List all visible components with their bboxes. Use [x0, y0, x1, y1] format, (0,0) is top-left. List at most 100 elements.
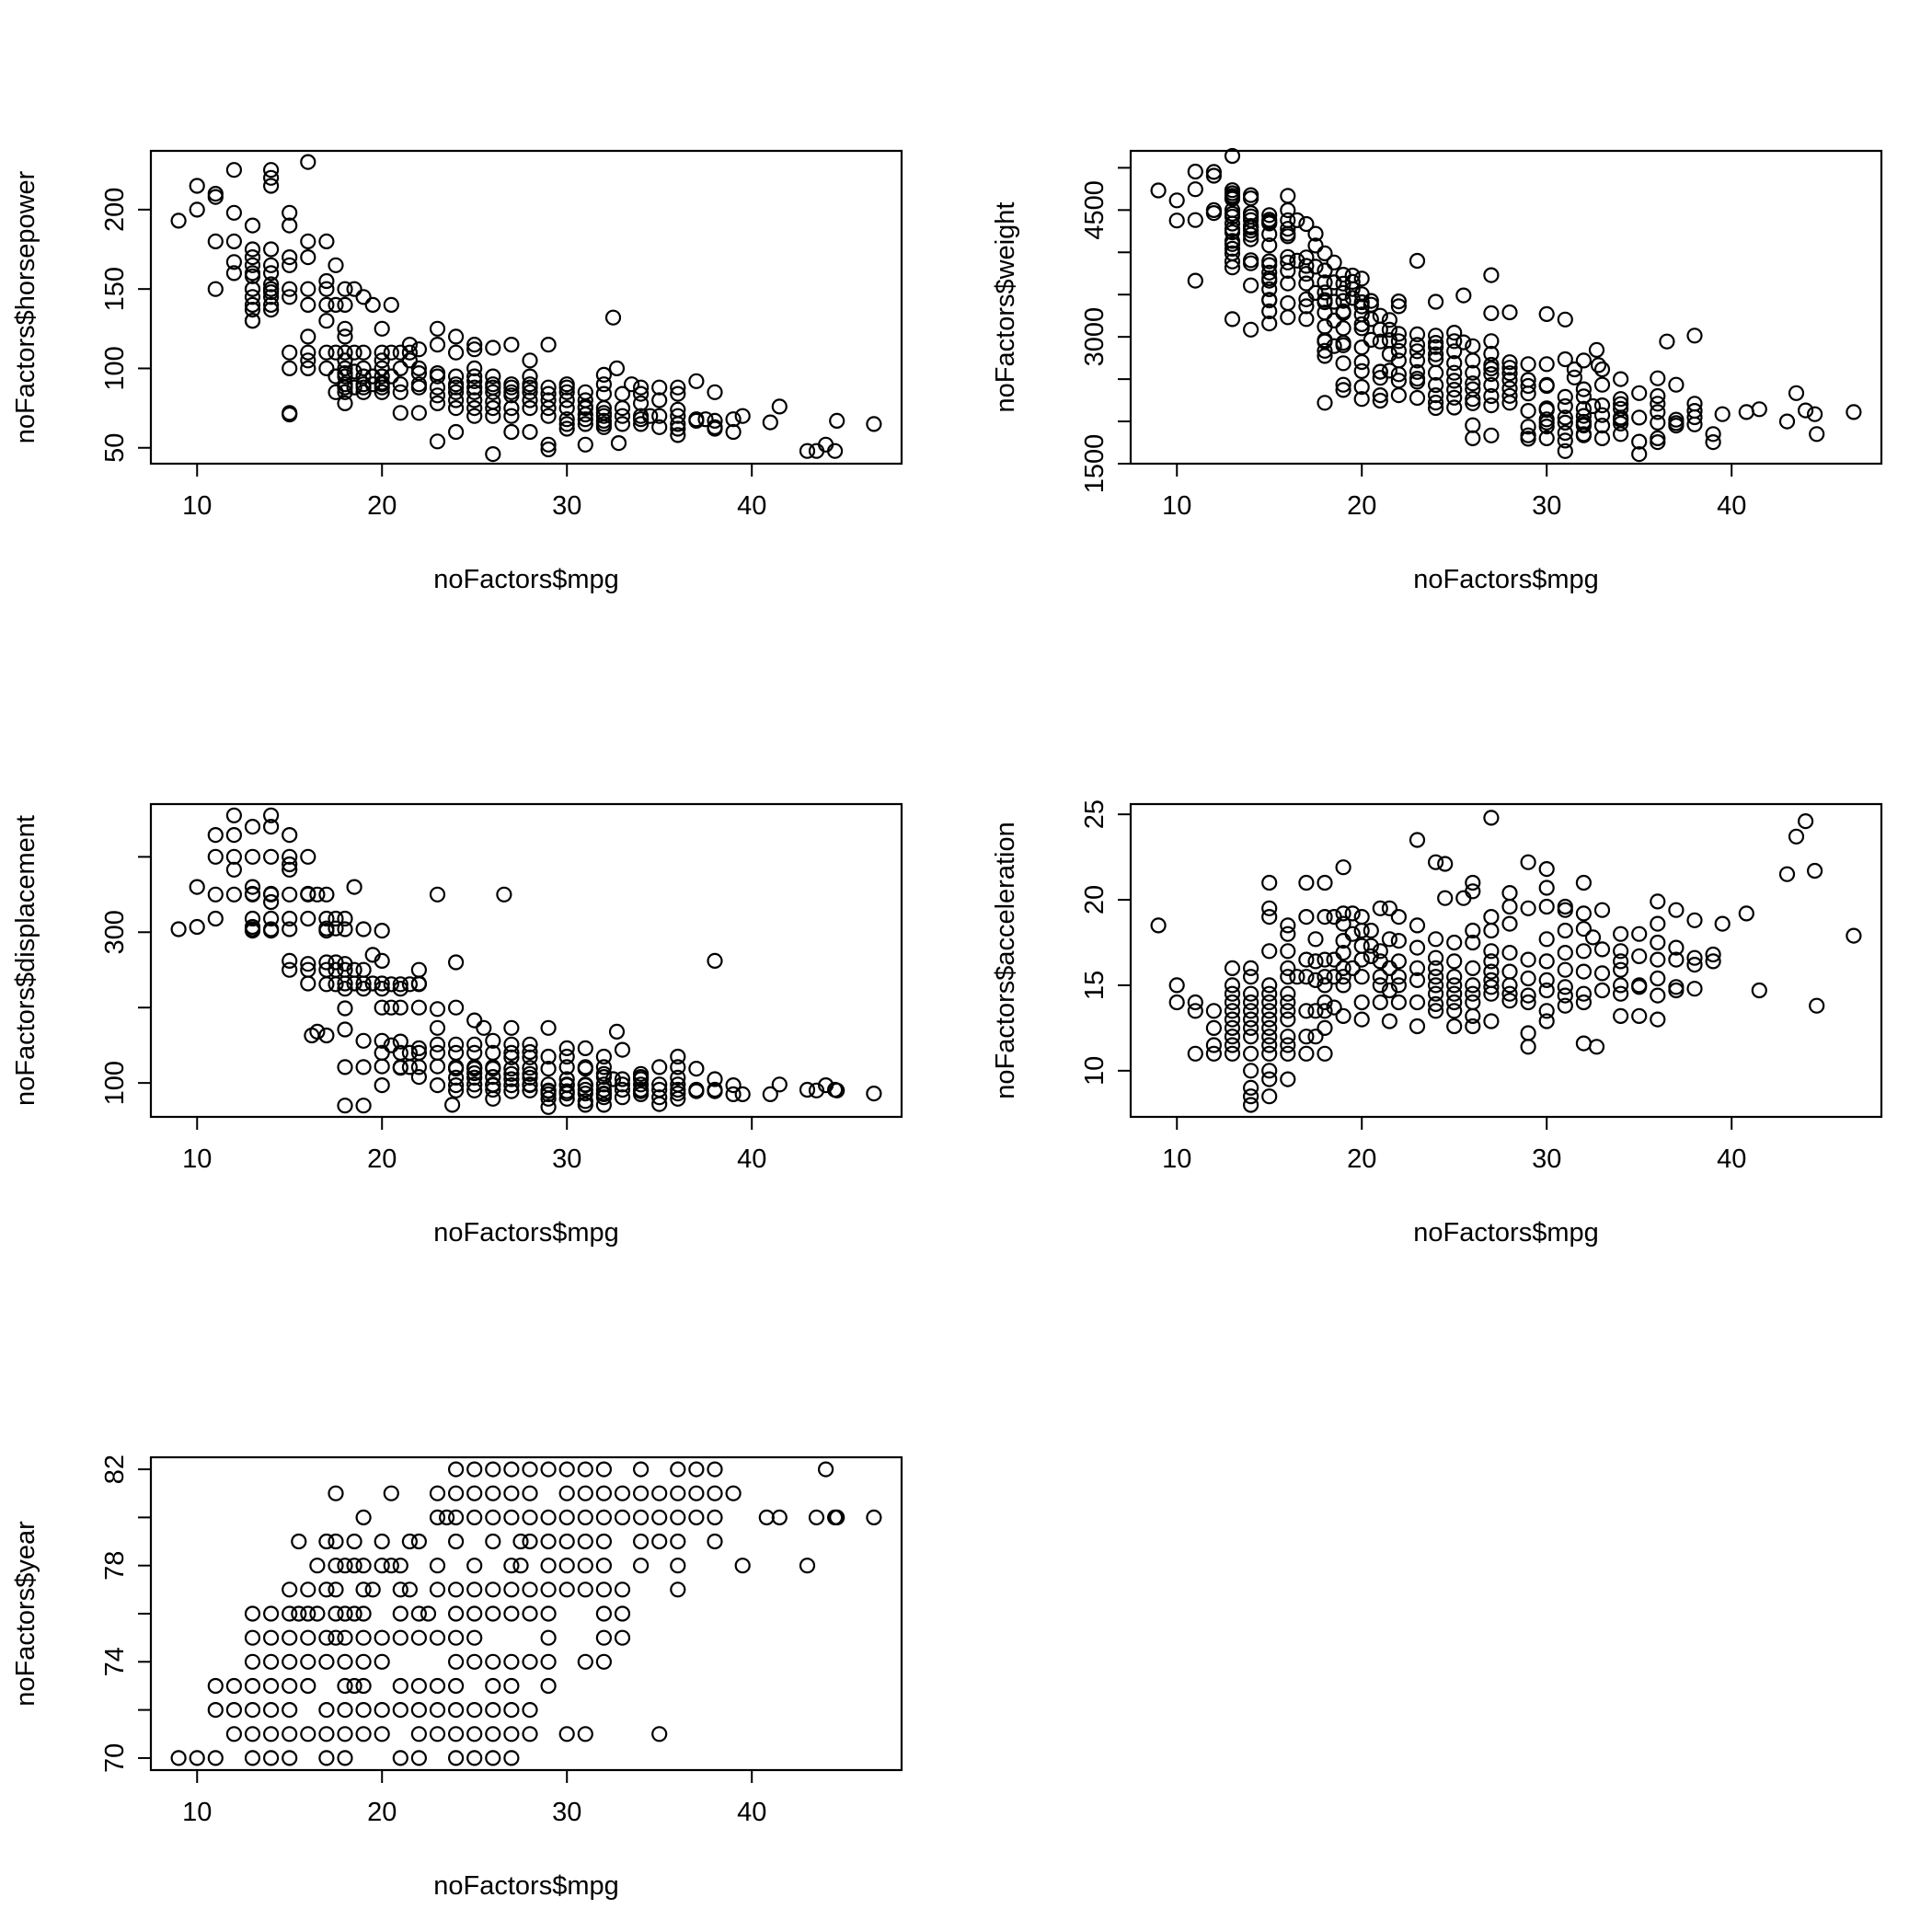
data-point [1593, 982, 1611, 999]
data-point [1501, 354, 1518, 371]
data-point [1751, 401, 1767, 418]
data-point [1612, 977, 1629, 994]
data-point [337, 1629, 353, 1646]
data-point [1612, 415, 1629, 431]
data-point [300, 154, 316, 170]
data-point [429, 365, 446, 382]
data-point [1427, 395, 1444, 411]
data-point [1538, 860, 1555, 878]
data-point [300, 1581, 316, 1598]
data-point [595, 1509, 613, 1526]
data-point [614, 1629, 631, 1646]
data-point [1390, 326, 1408, 342]
data-point [1612, 985, 1629, 1002]
data-point [466, 1726, 483, 1742]
data-point [1168, 994, 1185, 1011]
data-point [1298, 951, 1315, 968]
data-point [577, 1060, 593, 1077]
data-point [540, 1509, 557, 1526]
data-point [1242, 190, 1259, 207]
data-point [1168, 213, 1185, 229]
data-point [1520, 431, 1536, 447]
data-point [614, 1509, 631, 1526]
data-point [632, 379, 650, 396]
data-point [1501, 360, 1518, 376]
data-point [263, 296, 280, 313]
data-point [1390, 387, 1408, 404]
data-point [1409, 917, 1426, 934]
data-point [1465, 1007, 1481, 1025]
data-point [1427, 364, 1444, 381]
data-point [503, 1605, 520, 1622]
data-point [670, 1485, 686, 1501]
data-point [355, 1629, 372, 1646]
data-point [1538, 419, 1555, 435]
data-point [577, 1085, 593, 1102]
data-point [392, 1701, 408, 1719]
data-point [282, 856, 298, 873]
data-point [1446, 325, 1463, 341]
data-point [1317, 342, 1333, 359]
data-point [1242, 187, 1259, 203]
data-point [466, 1461, 483, 1478]
data-point [707, 1485, 723, 1501]
data-point [707, 1071, 723, 1087]
data-point [1612, 426, 1629, 443]
data-point [466, 1629, 483, 1646]
data-point [328, 257, 344, 273]
data-point [1650, 987, 1666, 1004]
data-point [1465, 960, 1481, 977]
data-point [1372, 900, 1388, 916]
data-point [1465, 338, 1481, 354]
data-point [318, 344, 335, 361]
data-point [1409, 343, 1426, 360]
data-point [300, 975, 316, 992]
data-point [476, 1019, 492, 1036]
data-point [1520, 1039, 1536, 1055]
data-point [401, 352, 418, 369]
x-tick-label: 40 [737, 1798, 766, 1827]
data-point [540, 1461, 557, 1478]
data-point [374, 360, 390, 376]
data-point [263, 1629, 280, 1646]
data-point [577, 1076, 593, 1094]
data-point [1261, 207, 1278, 224]
data-point [300, 249, 316, 266]
data-point [614, 1081, 631, 1098]
data-point [1714, 406, 1731, 422]
data-point [1806, 862, 1823, 880]
data-point [1705, 434, 1721, 451]
data-point [1409, 960, 1426, 977]
data-point [1538, 982, 1555, 999]
data-point [392, 384, 408, 400]
data-point [522, 1485, 538, 1501]
data-point [1557, 311, 1573, 328]
data-point [1483, 922, 1500, 939]
data-point [522, 1461, 538, 1478]
data-point [1575, 905, 1593, 922]
data-point [392, 405, 408, 421]
data-point [337, 1701, 353, 1719]
data-point [225, 233, 242, 249]
data-point [1205, 205, 1223, 222]
data-point [1465, 391, 1481, 408]
data-point [392, 376, 408, 393]
data-point [540, 1090, 557, 1107]
data-point [595, 1653, 613, 1670]
data-point [1307, 1003, 1324, 1019]
data-point [263, 302, 280, 318]
data-point [1501, 387, 1518, 404]
x-tick-label: 30 [552, 491, 581, 521]
data-point [448, 1060, 465, 1077]
data-point [595, 1558, 613, 1574]
data-point [318, 954, 335, 971]
data-point [1465, 417, 1481, 433]
data-point [1593, 407, 1611, 423]
data-point [300, 296, 316, 313]
y-tick-label: 100 [100, 1061, 130, 1105]
data-point [485, 1653, 501, 1670]
data-point [577, 1097, 593, 1113]
data-point [1593, 430, 1611, 446]
data-point [282, 861, 298, 878]
data-point [522, 1049, 538, 1065]
